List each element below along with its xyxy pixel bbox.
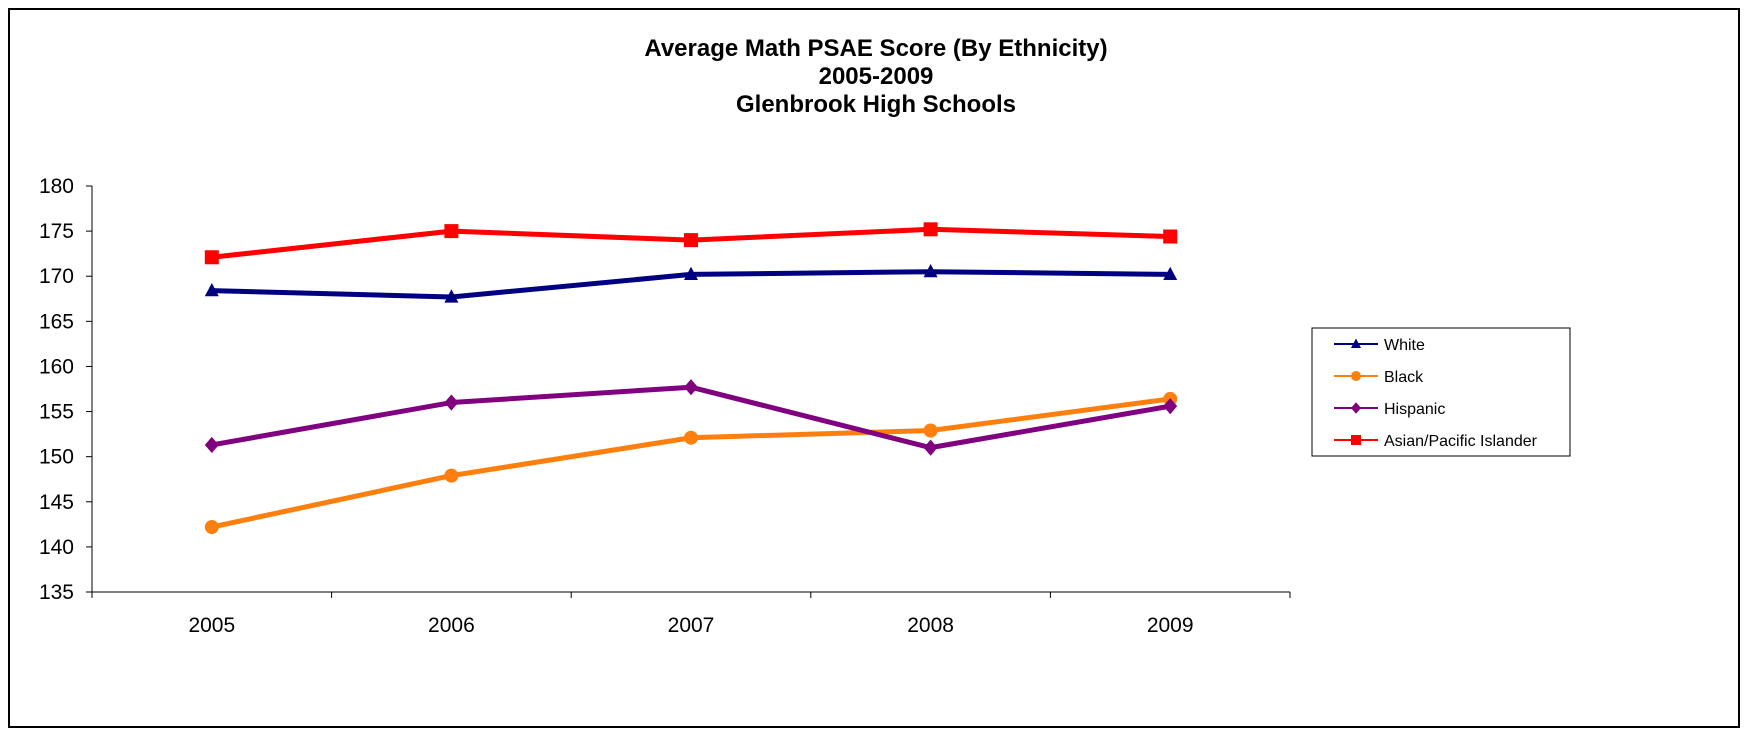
y-tick-label: 140 [39,536,74,559]
x-tick-label: 2007 [668,614,715,637]
data-point-asian-pacific-islander [204,250,219,265]
y-tick-label: 175 [39,220,74,243]
y-tick-label: 160 [39,355,74,378]
legend-swatch-marker [1351,402,1361,414]
data-point-hispanic [684,379,698,396]
data-point-black [923,423,938,438]
data-point-asian-pacific-islander [684,233,698,248]
x-tick-label: 2008 [907,614,954,637]
legend-label: Black [1384,369,1424,386]
legend-swatch-marker [1351,371,1361,381]
legend-item-white: White [1334,337,1425,354]
series-asian-pacific-islander [204,222,1178,265]
chart-title-line-3: Glenbrook High Schools [736,91,1016,118]
series-black [204,391,1178,535]
y-tick-label: 135 [39,581,74,604]
data-point-white [1163,266,1178,281]
x-tick-label: 2006 [428,614,475,637]
y-tick-label: 150 [39,446,74,469]
data-point-hispanic [1163,398,1178,415]
legend-item-asian-pacific-islander: Asian/Pacific Islander [1334,433,1538,450]
line-chart: Average Math PSAE Score (By Ethnicity) 2… [39,35,1571,637]
series-layer [204,222,1178,535]
legend-label: Hispanic [1384,401,1445,418]
plot-area: 135 140 145 150 155 160 165 170 175 180 2005 2006 20… [39,175,1291,637]
data-point-black [684,430,698,445]
y-tick-label: 170 [39,265,74,288]
data-point-asian-pacific-islander [1163,229,1178,244]
data-point-black [204,520,219,535]
chart-title-line-1: Average Math PSAE Score (By Ethnicity) [644,35,1107,62]
y-tick-label: 180 [39,175,74,198]
legend-label: White [1384,337,1425,354]
series-hispanic [204,379,1178,456]
chart-frame: Average Math PSAE Score (By Ethnicity) 2… [8,8,1740,728]
legend-swatch-marker [1351,338,1361,348]
series-white [204,264,1178,303]
data-point-asian-pacific-islander [923,222,938,237]
legend: White Black Hispanic Asian/Pacific Islander [1311,327,1571,457]
data-point-hispanic [444,394,459,411]
data-point-white [684,266,698,281]
legend-label: Asian/Pacific Islander [1384,433,1538,450]
data-point-white [444,289,459,303]
legend-box [1311,327,1571,457]
legend-item-black: Black [1334,369,1424,386]
legend-item-hispanic: Hispanic [1334,401,1445,418]
data-point-hispanic [204,436,219,453]
x-tick-label: 2009 [1147,614,1194,637]
data-point-hispanic [923,439,938,456]
data-point-black [444,468,459,483]
y-tick-label: 145 [39,491,74,514]
data-point-asian-pacific-islander [444,224,459,239]
data-point-white [204,282,219,297]
y-tick-label: 155 [39,401,74,424]
x-tick-label: 2005 [188,614,235,637]
chart-title: Average Math PSAE Score (By Ethnicity) 2… [644,35,1107,118]
legend-swatch-marker [1351,435,1361,445]
data-point-white [923,264,938,278]
chart-title-line-2: 2005-2009 [819,63,934,90]
y-tick-label: 165 [39,310,74,333]
